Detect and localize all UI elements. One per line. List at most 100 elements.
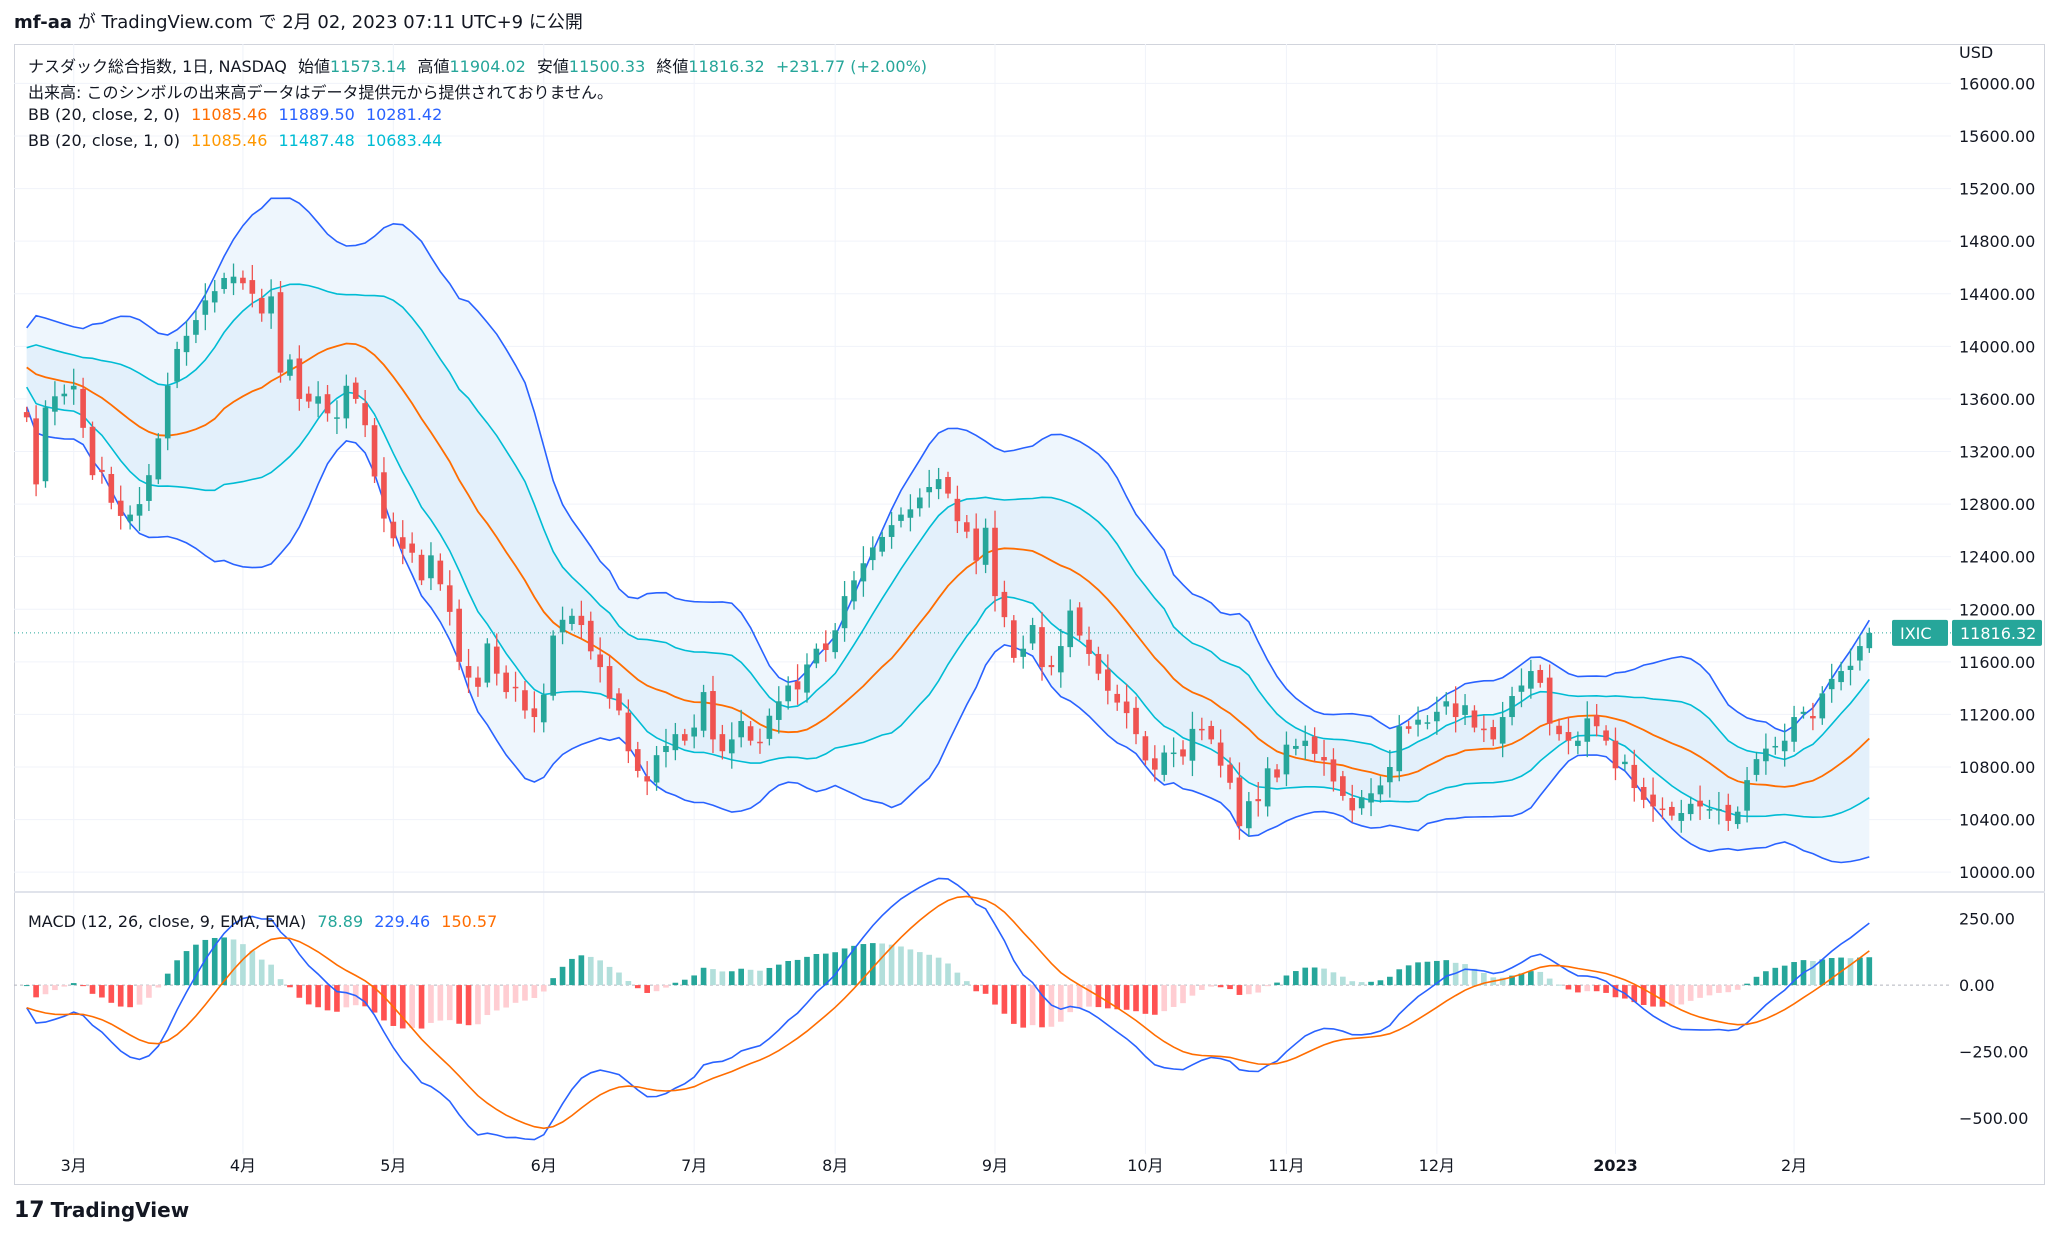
candle <box>1537 664 1544 688</box>
bb1-label: BB (20, close, 1, 0) <box>28 131 180 150</box>
candle <box>616 688 622 716</box>
candle-body <box>240 277 246 284</box>
candle <box>1180 740 1186 765</box>
candle <box>973 513 980 575</box>
macd-histogram-bar <box>926 954 933 986</box>
candle-body <box>249 280 256 294</box>
bb2-upper: 11889.50 <box>278 105 355 124</box>
macd-histogram-bar <box>1509 975 1515 986</box>
candle <box>1452 686 1459 733</box>
bb2-lower: 10281.42 <box>365 105 443 124</box>
macd-histogram-bar <box>1274 982 1280 986</box>
macd-histogram-bar <box>1217 985 1224 988</box>
candle-body <box>1236 777 1243 827</box>
macd-histogram-bar <box>334 985 340 1012</box>
candle-body <box>1377 785 1384 795</box>
candle-body <box>221 277 227 290</box>
candle <box>804 653 810 703</box>
text-ga: が <box>72 12 102 33</box>
candle-body <box>334 417 340 419</box>
symbol-name: ナスダック総合指数, 1日, NASDAQ <box>28 57 287 76</box>
candle <box>1340 770 1346 801</box>
candle-body <box>1020 648 1027 657</box>
candle <box>456 599 462 671</box>
candle <box>888 511 895 549</box>
open-value: 11573.14 <box>330 57 407 76</box>
time-tick-label: 8月 <box>822 1156 848 1175</box>
candle <box>587 611 594 660</box>
candle <box>992 510 998 612</box>
candle-body <box>822 643 829 651</box>
macd-histogram-bar <box>1706 985 1713 996</box>
candle <box>1518 668 1525 708</box>
candle-body <box>42 407 49 482</box>
author-name[interactable]: mf-aa <box>14 12 73 33</box>
candle <box>700 684 707 738</box>
site-name[interactable]: TradingView.com <box>101 12 253 33</box>
macd-histogram-bar <box>1020 985 1027 1028</box>
candle-body <box>1857 646 1863 661</box>
tradingview-footer[interactable]: 17 TradingView <box>14 1198 189 1223</box>
candle-body <box>277 292 284 373</box>
candle-body <box>1029 625 1036 644</box>
macd-histogram-bar <box>644 985 650 993</box>
macd-histogram-bar <box>785 960 792 986</box>
candle-body <box>1104 669 1111 691</box>
tradingview-logo-icon: 17 <box>14 1198 45 1223</box>
candle <box>1246 791 1252 837</box>
candle-body <box>982 527 989 565</box>
candle <box>211 279 218 313</box>
macd-histogram-bar <box>230 939 237 986</box>
candle-body <box>155 438 162 480</box>
legend-symbol-row[interactable]: ナスダック総合指数, 1日, NASDAQ 始値11573.14 高値11904… <box>28 53 927 77</box>
candle <box>89 421 96 480</box>
candle-body <box>1076 607 1083 636</box>
price-badge-text: 11816.32 <box>1960 624 2036 643</box>
candle-body <box>1048 664 1055 668</box>
legend-bb1[interactable]: BB (20, close, 1, 0) 11085.46 11487.48 1… <box>28 131 442 150</box>
macd-histogram-bar <box>672 982 679 986</box>
candle <box>1086 626 1092 666</box>
macd-histogram-bar <box>766 967 773 986</box>
candle-body <box>926 487 933 493</box>
candle-body <box>1734 811 1741 825</box>
candle-body <box>1838 671 1844 683</box>
candle-body <box>89 426 96 476</box>
macd-histogram-bar <box>362 985 368 1007</box>
macd-histogram-bar <box>1669 985 1675 1007</box>
macd-signal-line <box>26 895 1870 1130</box>
bollinger-lines <box>14 197 1951 864</box>
candle-body <box>1199 728 1205 731</box>
candle-body <box>146 475 152 501</box>
candle <box>1114 684 1121 711</box>
macd-histogram-bar <box>616 972 622 986</box>
macd-histogram-bar <box>700 967 707 986</box>
candle-body <box>1546 677 1553 724</box>
candle-body <box>1763 748 1769 762</box>
candle-body <box>1537 669 1544 683</box>
candle <box>1142 730 1149 766</box>
candle-body <box>174 348 180 382</box>
legend-bb2[interactable]: BB (20, close, 2, 0) 11085.46 11889.50 1… <box>28 105 442 124</box>
macd-histogram-bar <box>888 944 895 986</box>
macd-histogram-bar <box>324 985 331 1011</box>
candle <box>879 531 886 557</box>
macd-histogram-bar <box>174 960 180 986</box>
candle <box>465 648 472 693</box>
candle <box>963 515 970 539</box>
text-published: に公開 <box>523 12 583 33</box>
macd-histogram-bar <box>296 985 303 998</box>
candle-body <box>832 630 839 653</box>
candle-body <box>230 276 237 284</box>
candle <box>606 654 613 709</box>
legend-macd[interactable]: MACD (12, 26, close, 9, EMA, EMA) 78.89 … <box>28 912 497 931</box>
candle-body <box>898 514 904 521</box>
high-value: 11904.02 <box>449 57 526 76</box>
candle-body <box>540 694 547 723</box>
chart-canvas[interactable]: USD 16000.00 15600.00 15200.00 14800.00 14400… <box>14 44 2045 1185</box>
candle <box>61 384 68 405</box>
time-tick-label: 2023 <box>1593 1156 1638 1175</box>
candle-body <box>1330 759 1337 782</box>
macd-histogram-bar <box>146 985 152 998</box>
candle <box>1763 733 1769 775</box>
